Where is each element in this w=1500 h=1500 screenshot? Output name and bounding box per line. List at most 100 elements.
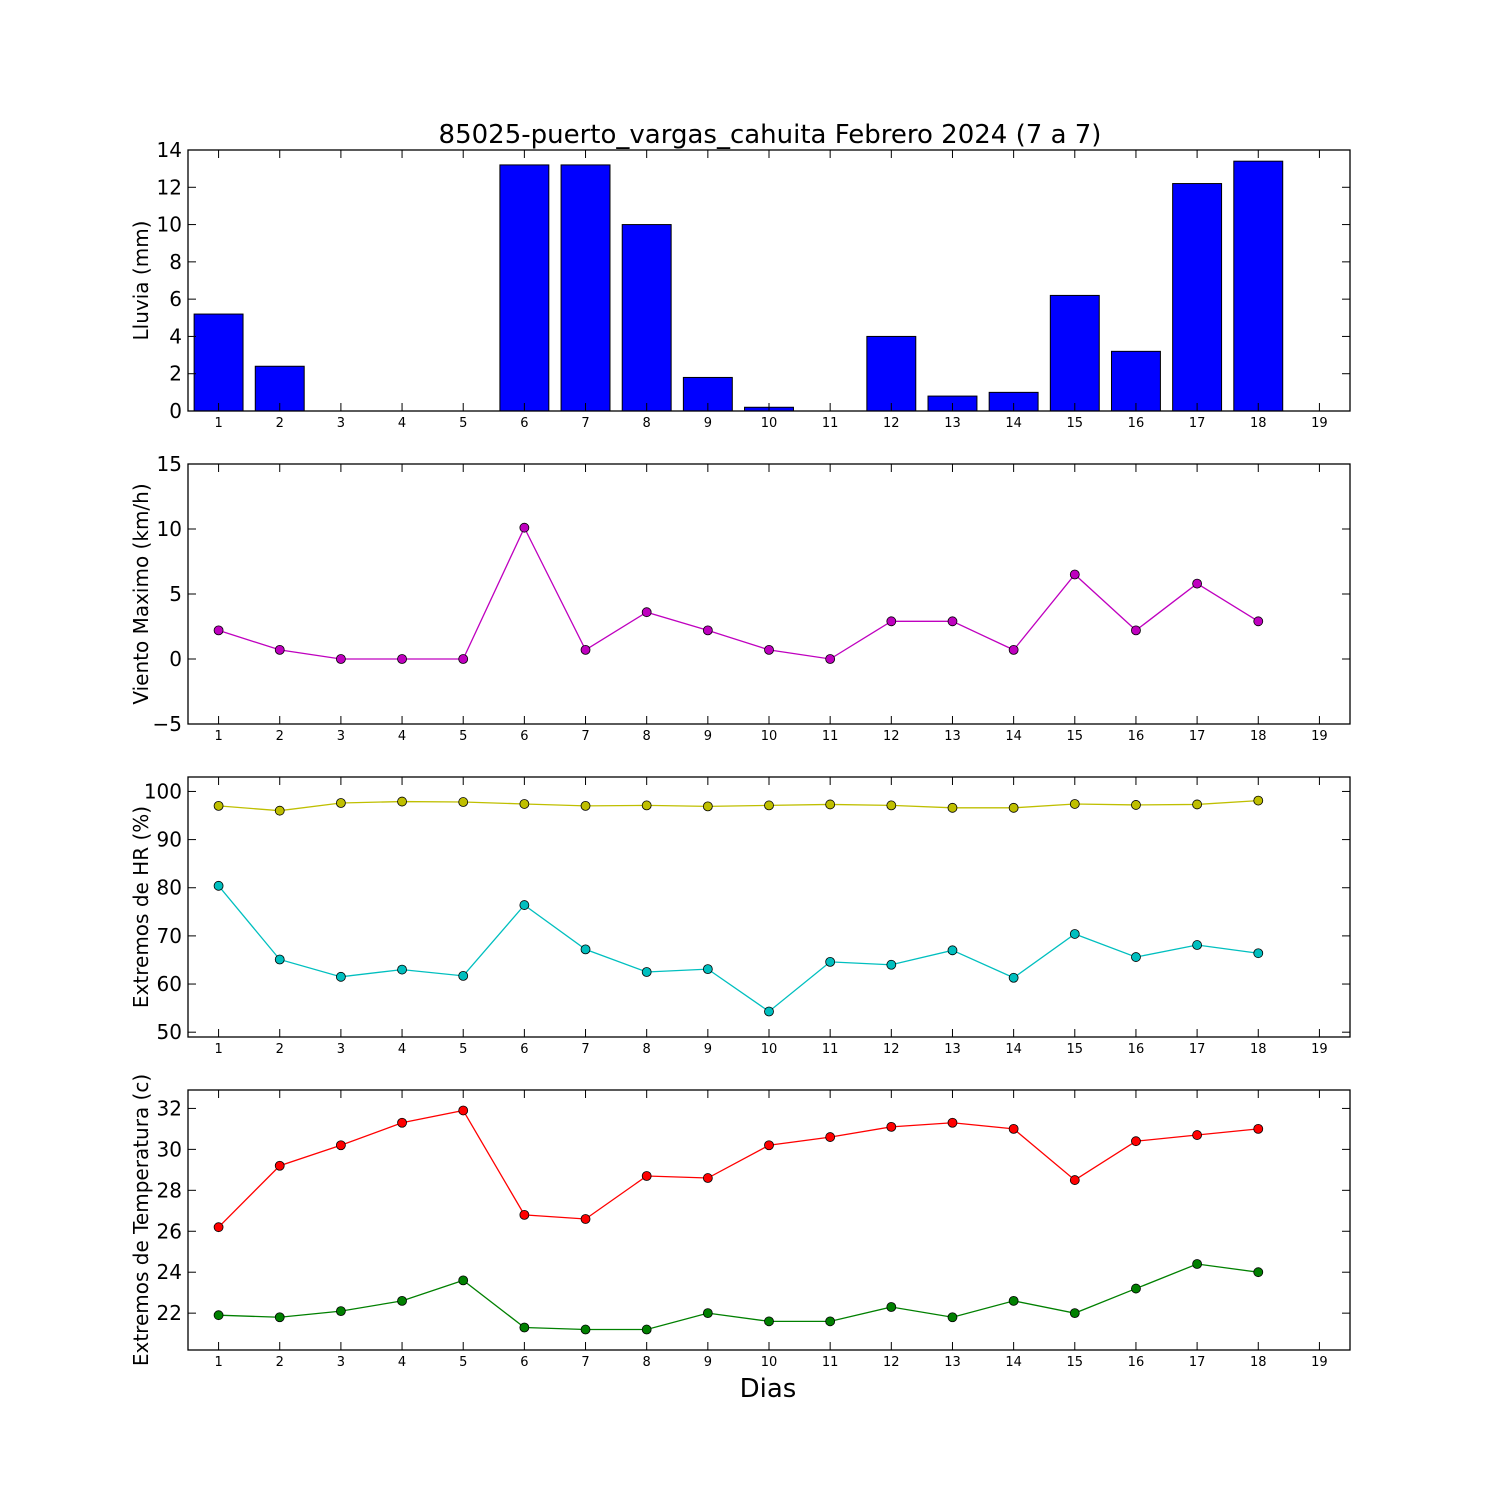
wind-point: [397, 654, 407, 664]
y-tick-label: 28: [157, 1178, 182, 1202]
rain-bar: [866, 335, 917, 412]
y-tick-label: 90: [157, 828, 182, 852]
temp-max-point: [1008, 1123, 1019, 1134]
hr-max-point: [397, 796, 407, 807]
x-axis-label: Dias: [740, 1374, 797, 1404]
x-tick-label: 17: [1189, 1355, 1206, 1370]
hr-min-point: [886, 959, 897, 970]
x-tick-label: 7: [581, 1355, 589, 1370]
wind-line: [218, 526, 1259, 660]
wind-point: [580, 645, 591, 655]
wind-point: [702, 625, 713, 636]
wind-point: [1008, 645, 1019, 655]
x-tick-label: 12: [883, 1355, 900, 1370]
wind-point: [1253, 616, 1264, 627]
temp-min-line: [218, 1263, 1259, 1331]
x-tick-label: 2: [276, 416, 284, 431]
y-tick-label: 12: [157, 175, 182, 199]
temp-max-line: [218, 1109, 1259, 1228]
y-tick-label: 70: [157, 924, 182, 948]
y-tick-label: 2: [169, 362, 182, 386]
temp-min-point: [947, 1312, 958, 1323]
x-tick-label: 6: [520, 1355, 528, 1370]
x-tick-label: 9: [704, 729, 712, 744]
temp-min-point: [641, 1324, 652, 1335]
hr-max-point: [1008, 802, 1019, 813]
x-tick-label: 14: [1005, 729, 1022, 744]
rain-bar: [1110, 350, 1161, 412]
hr-min-point: [335, 971, 346, 982]
y-tick-label: 10: [157, 517, 182, 541]
x-tick-label: 14: [1005, 1042, 1022, 1057]
rain-bar: [560, 164, 611, 412]
x-tick-label: 16: [1128, 416, 1145, 431]
y-tick-label: 6: [169, 287, 182, 311]
wind-point: [947, 616, 958, 627]
x-tick-label: 12: [883, 1042, 900, 1057]
x-tick-label: 8: [643, 1355, 651, 1370]
temp-min-point: [702, 1308, 713, 1319]
wind-point: [764, 645, 774, 655]
y-tick-label: 5: [169, 582, 182, 606]
x-tick-label: 19: [1311, 1042, 1328, 1057]
hr-min-point: [1253, 948, 1264, 959]
x-tick-label: 19: [1311, 1355, 1328, 1370]
hr-min-point: [947, 945, 958, 956]
x-tick-label: 2: [276, 1042, 284, 1057]
x-tick-label: 5: [459, 1042, 467, 1057]
x-tick-label: 17: [1189, 416, 1206, 431]
y-axis-label: Lluvia (mm): [129, 221, 153, 341]
hr-max-line: [218, 799, 1259, 812]
x-tick-label: 7: [581, 416, 589, 431]
y-tick-label: 10: [157, 213, 182, 237]
y-tick-label: 30: [157, 1137, 182, 1161]
x-tick-label: 16: [1128, 729, 1145, 744]
x-tick-label: 11: [822, 1042, 839, 1057]
y-axis-label: Extremos de HR (%): [129, 806, 153, 1008]
x-tick-label: 14: [1005, 1355, 1022, 1370]
x-tick-label: 9: [704, 1042, 712, 1057]
hr-max-point: [641, 800, 652, 811]
x-tick-label: 13: [944, 1042, 961, 1057]
x-tick-label: 19: [1311, 729, 1328, 744]
temp-max-point: [702, 1173, 713, 1183]
temperature-panel: Extremos de Temperatura (c) 2224262830321…: [129, 1074, 1351, 1370]
wind-point: [1069, 569, 1080, 580]
temp-min-point: [1192, 1259, 1203, 1269]
rain-bar: [193, 313, 244, 412]
temp-max-point: [764, 1140, 774, 1151]
x-tick-label: 8: [643, 729, 651, 744]
hr-min-point: [641, 967, 652, 977]
hr-min-point: [825, 956, 836, 967]
temp-max-point: [213, 1222, 224, 1233]
hr-max-point: [1069, 799, 1080, 809]
hr-min-point: [458, 970, 469, 981]
hr-min-point: [1131, 952, 1141, 962]
x-tick-label: 4: [398, 729, 406, 744]
x-tick-label: 9: [704, 416, 712, 431]
x-tick-label: 6: [520, 416, 528, 431]
x-tick-label: 12: [883, 416, 900, 431]
y-tick-label: 15: [157, 452, 182, 476]
x-tick-label: 1: [214, 1042, 222, 1057]
temp-min-point: [1069, 1308, 1080, 1319]
hr-min-point: [519, 900, 530, 910]
hr-max-point: [213, 800, 224, 811]
wind-point: [825, 654, 836, 664]
x-tick-label: 3: [337, 1355, 345, 1370]
temp-max-point: [580, 1214, 591, 1224]
hr-max-point: [886, 800, 897, 811]
temp-max-point: [1192, 1130, 1203, 1140]
temp-min-point: [1253, 1267, 1264, 1278]
x-tick-label: 18: [1250, 416, 1267, 431]
x-tick-label: 3: [337, 729, 345, 744]
x-tick-label: 18: [1250, 1042, 1267, 1057]
x-tick-label: 18: [1250, 729, 1267, 744]
chart-title: 85025-puerto_vargas_cahuita Febrero 2024…: [439, 120, 1102, 150]
x-tick-label: 8: [643, 416, 651, 431]
x-tick-label: 8: [643, 1042, 651, 1057]
hr-max-point: [458, 797, 469, 807]
y-tick-label: 80: [157, 876, 182, 900]
wind-point: [1131, 625, 1141, 636]
